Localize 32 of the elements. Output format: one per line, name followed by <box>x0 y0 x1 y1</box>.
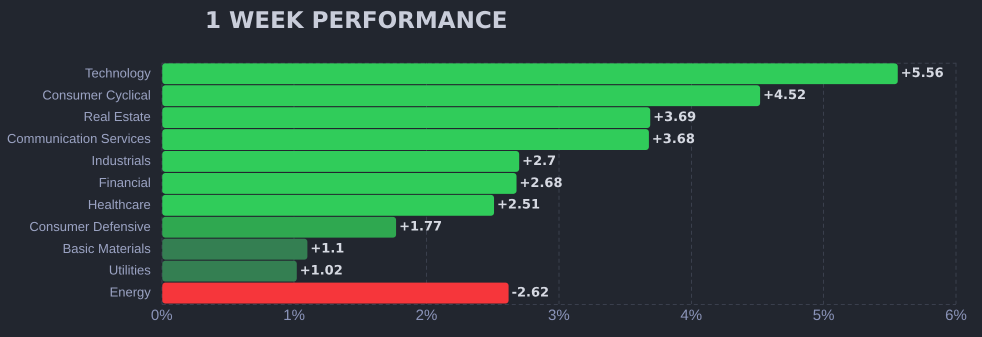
x-tick-label: 1% <box>283 307 305 324</box>
data-label: +1.77 <box>399 220 442 235</box>
data-label: +5.56 <box>900 66 944 82</box>
data-label: +2.51 <box>497 198 540 213</box>
y-tick-label: Real Estate <box>84 109 151 124</box>
data-label: +2.7 <box>522 154 556 169</box>
y-tick-label: Utilities <box>108 262 152 278</box>
x-tick-label: 5% <box>812 307 834 324</box>
y-tick-label: Consumer Defensive <box>29 218 151 234</box>
bar <box>162 282 509 304</box>
data-label: +1.1 <box>310 242 344 257</box>
x-tick-label: 2% <box>416 307 438 324</box>
data-label: +2.68 <box>520 176 562 191</box>
data-label: -2.62 <box>512 285 550 300</box>
x-tick-label: 4% <box>680 307 702 324</box>
data-label: +4.52 <box>763 88 806 104</box>
bar <box>162 216 396 238</box>
y-tick-label: Technology <box>84 65 152 80</box>
data-label: +3.68 <box>652 132 695 147</box>
y-tick-label: Financial <box>98 174 151 190</box>
y-tick-label: Communication Services <box>6 131 152 146</box>
x-tick-label: 0% <box>150 307 173 324</box>
y-tick-label: Energy <box>110 284 152 300</box>
y-tick-label: Basic Materials <box>62 240 152 256</box>
chart-title: 1 WEEK PERFORMANCE <box>205 8 508 34</box>
data-label: +1.02 <box>300 263 343 278</box>
x-tick-label: 6% <box>945 307 967 324</box>
y-tick-label: Healthcare <box>88 196 151 212</box>
y-tick-label: Consumer Cyclical <box>42 87 151 102</box>
x-tick-label: 3% <box>548 307 570 324</box>
y-tick-label: Industrials <box>92 153 152 168</box>
data-label: +3.69 <box>653 110 696 125</box>
